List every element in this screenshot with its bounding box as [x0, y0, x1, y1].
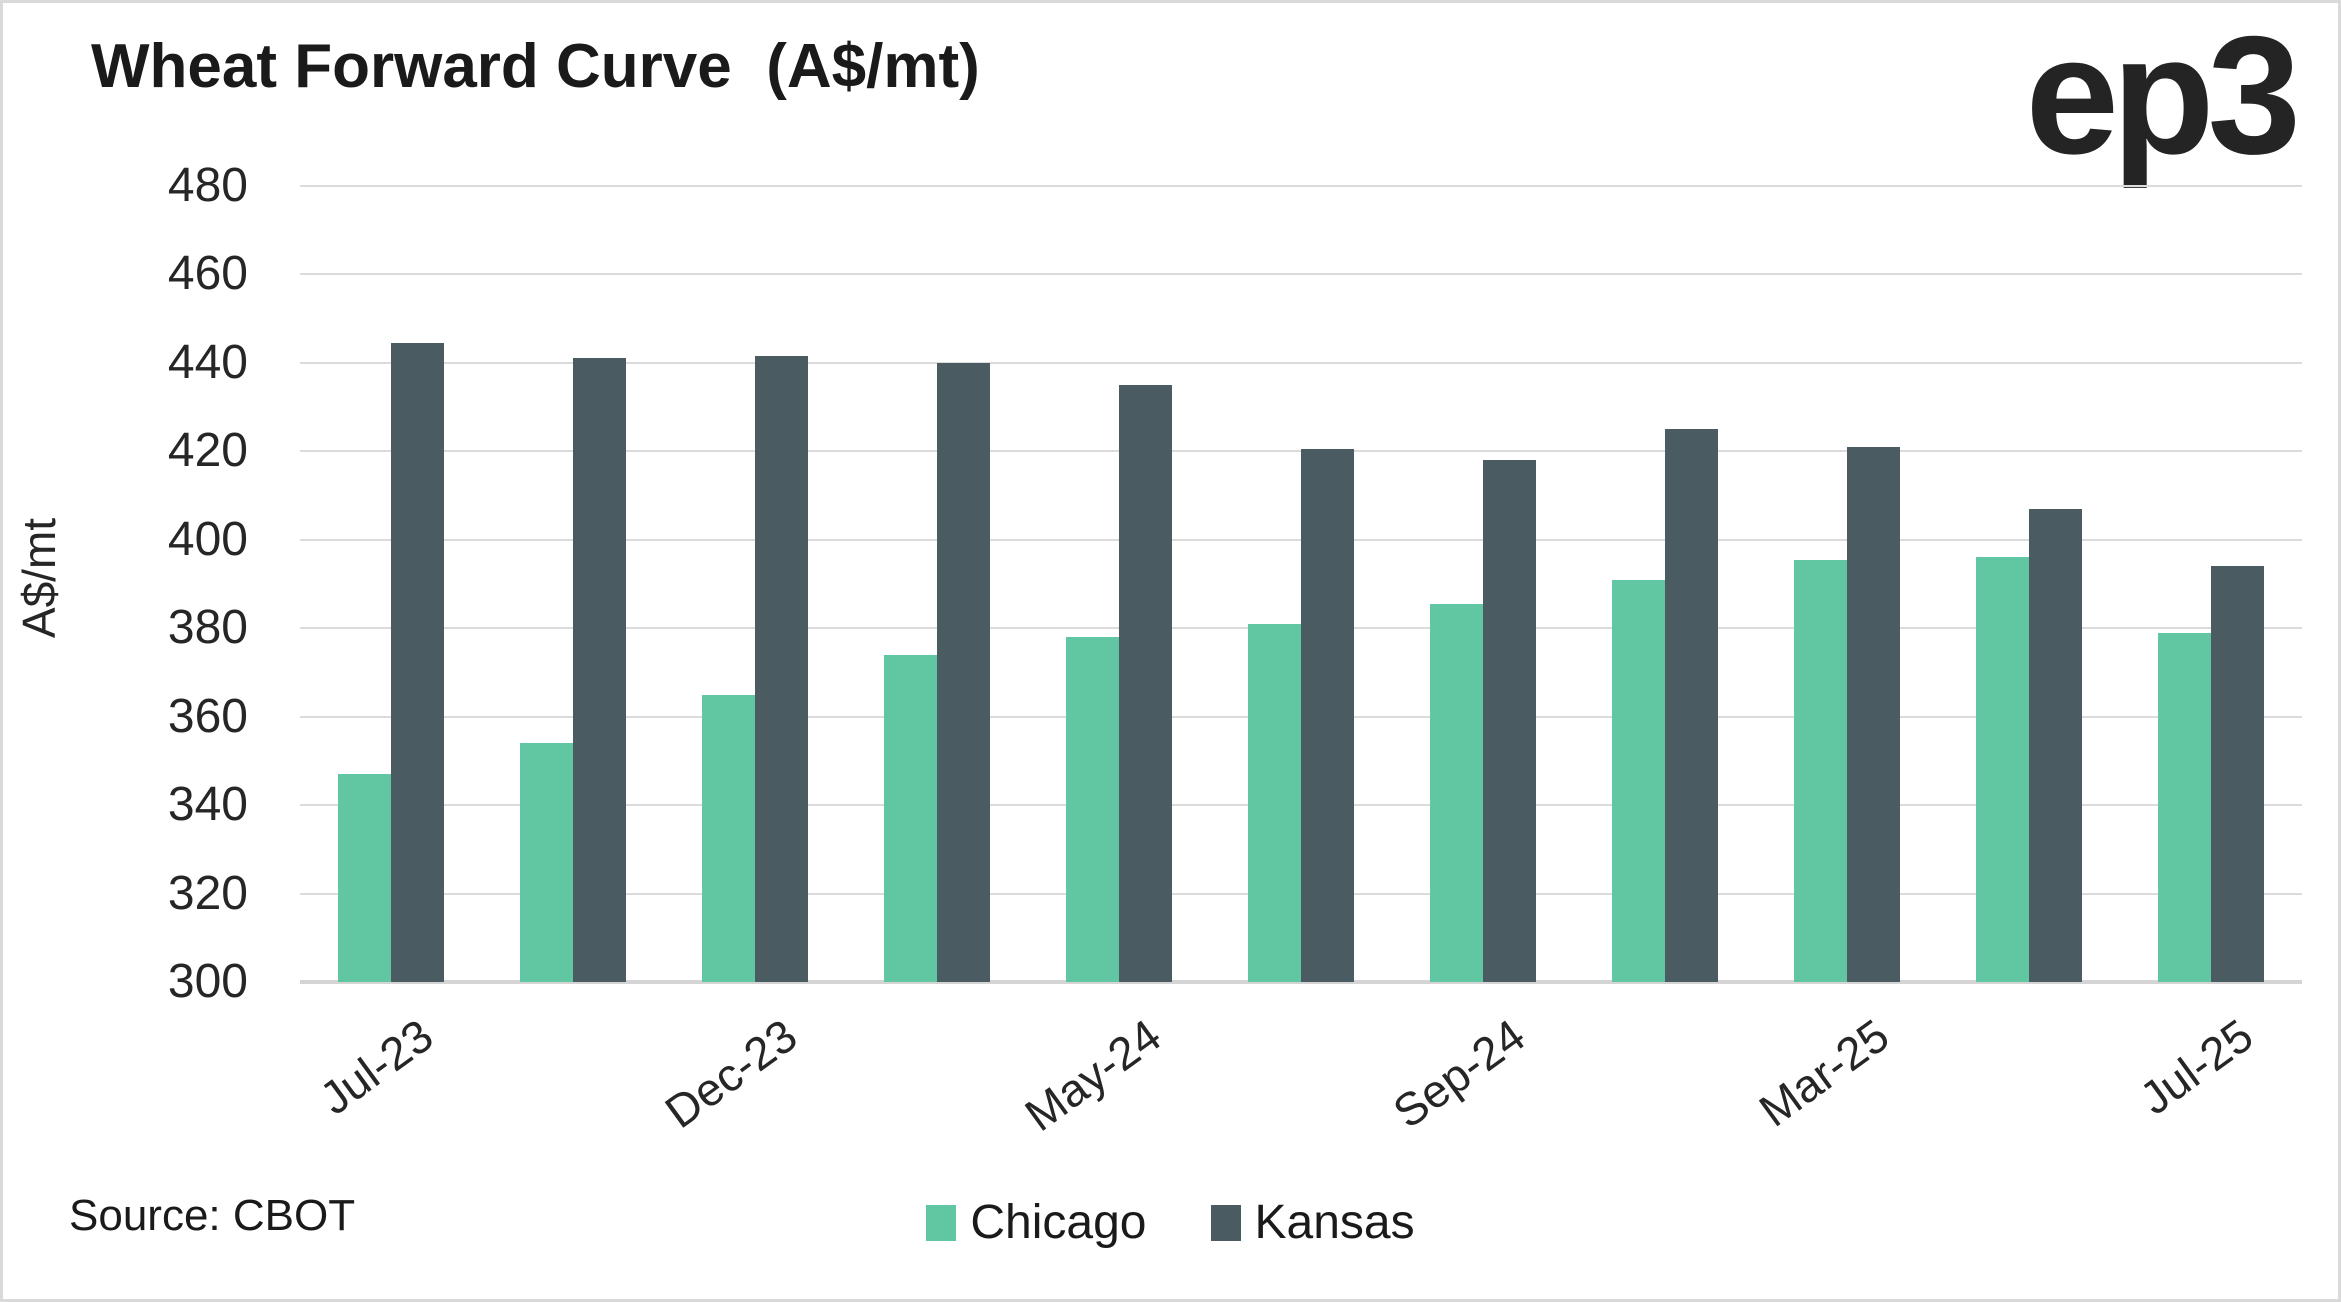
- bar-chicago-6: [1248, 624, 1301, 982]
- x-axis-baseline: [300, 980, 2302, 984]
- legend-item-chicago: Chicago: [926, 1195, 1147, 1250]
- bar-kansas-9: [1847, 447, 1900, 982]
- bar-kansas-10: [2029, 509, 2082, 982]
- bar-kansas-11: [2211, 566, 2264, 982]
- bar-chicago-5: [1066, 637, 1119, 982]
- x-tick-label: Sep-24: [1383, 1008, 1535, 1139]
- bar-chicago-8: [1612, 580, 1665, 982]
- x-tick-label: Jul-23: [310, 1008, 443, 1125]
- bar-chicago-3: [702, 695, 755, 982]
- y-tick-label: 300: [167, 955, 248, 1008]
- legend-swatch-kansas: [1210, 1204, 1241, 1241]
- bar-kansas-1: [391, 343, 444, 982]
- bar-kansas-4: [937, 363, 990, 982]
- bar-chicago-11: [2158, 633, 2211, 982]
- bar-chicago-1: [338, 774, 391, 982]
- y-tick-label: 320: [167, 866, 248, 920]
- y-tick-label: 380: [167, 601, 248, 655]
- gridline: [300, 361, 2302, 364]
- legend-item-kansas: Kansas: [1210, 1195, 1415, 1250]
- y-tick-label: 400: [167, 512, 248, 566]
- y-tick-label: 420: [167, 424, 248, 478]
- x-tick-label: Jul-25: [2130, 1008, 2263, 1125]
- legend: Chicago Kansas: [3, 1195, 2338, 1250]
- y-tick-label: 480: [167, 159, 248, 212]
- y-tick-label: 460: [167, 247, 248, 301]
- ep3-logo: ep3: [2025, 1, 2301, 189]
- bar-chicago-9: [1794, 560, 1847, 982]
- y-axis-title: A$/mt: [13, 517, 65, 639]
- gridline: [300, 185, 2302, 187]
- y-tick-label: 340: [167, 778, 248, 832]
- bar-chicago-10: [1976, 557, 2029, 982]
- x-tick-label: Dec-23: [655, 1008, 807, 1139]
- legend-label: Chicago: [970, 1196, 1147, 1249]
- bar-chicago-2: [520, 743, 573, 982]
- x-tick-label: May-24: [1015, 1008, 1171, 1142]
- chart-title: Wheat Forward Curve (A$/mt): [91, 32, 980, 101]
- bar-kansas-5: [1119, 385, 1172, 982]
- bar-kansas-7: [1483, 460, 1536, 982]
- legend-label: Kansas: [1254, 1196, 1415, 1249]
- x-tick-label: Mar-25: [1749, 1008, 1899, 1137]
- bar-kansas-3: [755, 356, 808, 982]
- bar-chicago-4: [884, 655, 937, 982]
- plot-area: [300, 185, 2302, 984]
- bar-kansas-2: [573, 358, 626, 982]
- source-note: Source: CBOT: [69, 1191, 356, 1240]
- legend-swatch-chicago: [926, 1204, 957, 1241]
- y-tick-label: 360: [167, 689, 248, 743]
- y-tick-label: 440: [167, 335, 248, 389]
- bar-kansas-6: [1301, 449, 1354, 982]
- bar-kansas-8: [1665, 429, 1718, 982]
- bar-chicago-7: [1430, 604, 1483, 982]
- gridline: [300, 273, 2302, 276]
